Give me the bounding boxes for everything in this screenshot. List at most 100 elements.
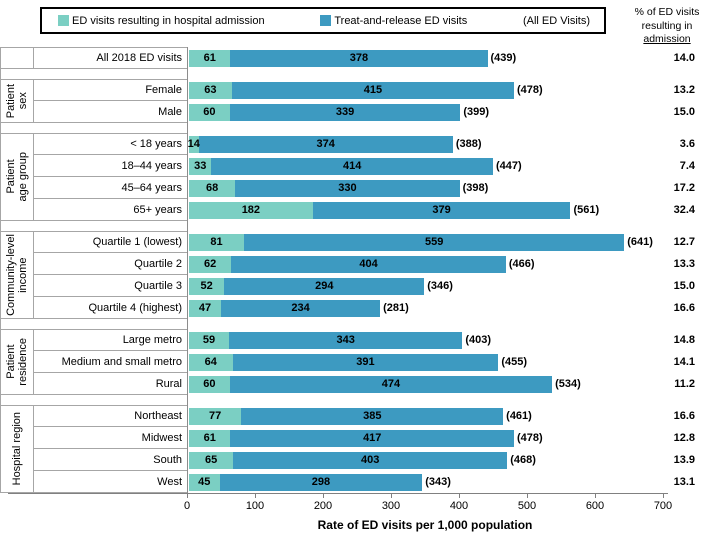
bar-treat-release-value: 378 xyxy=(349,52,369,64)
stacked-bar: 64 391 (455) xyxy=(187,351,663,373)
bar-treat-release-value: 403 xyxy=(361,454,380,466)
bar-treat-release-segment: 415 xyxy=(231,81,515,99)
treat-release-swatch-icon xyxy=(320,15,332,26)
category-label: Rural xyxy=(34,373,187,395)
bar-admission-segment: 63 xyxy=(189,81,232,99)
bar-treat-release-value: 391 xyxy=(356,356,375,368)
x-axis-line xyxy=(8,493,668,494)
bar-treat-release-segment: 339 xyxy=(229,103,461,121)
category-label: Male xyxy=(34,101,187,123)
legend-item-treat-release: Treat-and-release ED visits xyxy=(320,15,467,27)
bar-admission-value: 182 xyxy=(241,204,261,216)
pct-admission-value: 15.0 xyxy=(673,280,695,292)
bar-treat-release-value: 374 xyxy=(316,138,335,150)
bar-treat-release-segment: 474 xyxy=(229,375,553,393)
x-axis-tick xyxy=(663,494,664,498)
x-axis-tick-label: 300 xyxy=(381,500,401,512)
bar-total-label: (478) xyxy=(517,432,543,444)
bar-row: All 2018 ED visits 61 378 (439) 14.0 xyxy=(34,47,721,69)
bar-admission-value: 68 xyxy=(205,182,219,194)
bar-treat-release-segment: 404 xyxy=(231,255,506,273)
group-separator-label-area xyxy=(0,319,187,329)
bar-treat-release-value: 294 xyxy=(315,280,334,292)
stacked-bar: 81 559 (641) xyxy=(187,231,663,253)
pct-admission-value: 13.9 xyxy=(673,454,695,466)
bar-row: Quartile 2 62 404 (466) 13.3 xyxy=(34,253,721,275)
stacked-bar: 65 403 (468) xyxy=(187,449,663,471)
bar-admission-value: 61 xyxy=(203,52,216,64)
pct-admission-value: 12.8 xyxy=(673,432,695,444)
bar-admission-segment: 64 xyxy=(189,353,233,371)
pct-header-line3: admission xyxy=(643,33,691,45)
bar-total-label: (399) xyxy=(463,106,489,118)
pct-admission-value: 13.1 xyxy=(673,476,695,488)
bar-treat-release-segment: 343 xyxy=(229,331,463,349)
stacked-bar: 52 294 (346) xyxy=(187,275,663,297)
bar-admission-value: 62 xyxy=(203,258,217,270)
bar-treat-release-value: 234 xyxy=(291,302,310,314)
pct-admission-value: 7.4 xyxy=(679,160,695,172)
pct-admission-value: 16.6 xyxy=(673,302,695,314)
bar-treat-release-value: 559 xyxy=(424,236,444,248)
x-axis-tick xyxy=(187,494,188,498)
group-rows: Quartile 1 (lowest) 81 559 (641) 12.7 Quartil… xyxy=(34,231,721,319)
pct-admission-value: 14.1 xyxy=(673,356,695,368)
category-group: Community-level income Quartile 1 (lowest… xyxy=(0,231,721,319)
bar-total-label: (343) xyxy=(425,476,451,488)
bar-total-label: (398) xyxy=(462,182,489,194)
x-axis-tick xyxy=(391,494,392,498)
bar-total-label: (447) xyxy=(495,160,522,172)
bar-treat-release-segment: 234 xyxy=(220,299,381,317)
category-group: Hospital region Northeast 77 385 (461) 16.6 Mi… xyxy=(0,405,721,493)
bar-total-label: (468) xyxy=(510,454,536,466)
category-label: Quartile 2 xyxy=(34,253,187,275)
group-label-cell: Community-level income xyxy=(0,231,34,319)
bar-treat-release-value: 414 xyxy=(343,160,362,172)
bar-row: 65+ years 182 379 (561) 32.4 xyxy=(34,199,721,221)
category-label: Medium and small metro xyxy=(34,351,187,373)
category-label: Midwest xyxy=(34,427,187,449)
bar-admission-value: 60 xyxy=(203,106,216,118)
bar-treat-release-segment: 330 xyxy=(235,179,460,197)
bar-treat-release-value: 404 xyxy=(359,258,378,270)
category-label: West xyxy=(34,471,187,493)
group-separator-label-area xyxy=(0,69,187,79)
x-axis-title: Rate of ED visits per 1,000 population xyxy=(317,518,533,532)
bar-treat-release-segment: 403 xyxy=(233,451,508,469)
group-rows: < 18 years 14 374 (388) 3.6 18–44 years 33 414 (… xyxy=(34,133,721,221)
pct-admission-value: 3.6 xyxy=(679,138,695,150)
group-label-cell: Patient residence xyxy=(0,329,34,395)
bar-admission-value: 33 xyxy=(194,160,207,172)
group-rows: Northeast 77 385 (461) 16.6 Midwest 61 417 (478)… xyxy=(34,405,721,493)
bar-admission-segment: 81 xyxy=(189,233,245,251)
bar-row: South 65 403 (468) 13.9 xyxy=(34,449,721,471)
bar-admission-value: 61 xyxy=(203,432,216,444)
stacked-bar: 182 379 (561) xyxy=(187,199,663,221)
pct-header-line2: resulting in xyxy=(641,19,693,32)
bar-treat-release-value: 379 xyxy=(432,204,451,216)
x-axis-tick xyxy=(527,494,528,498)
bar-total-label: (388) xyxy=(455,138,482,150)
bar-admission-segment: 52 xyxy=(189,277,225,295)
x-axis-tick xyxy=(255,494,256,498)
legend-item-admission: ED visits resulting in hospital admissio… xyxy=(58,15,265,27)
stacked-bar: 14 374 (388) xyxy=(187,133,663,155)
bar-treat-release-value: 474 xyxy=(381,378,401,390)
group-rows: Female 63 415 (478) 13.2 Male 60 339 (399) 15.0 xyxy=(34,79,721,123)
bar-treat-release-segment: 374 xyxy=(198,135,453,153)
stacked-bar: 61 378 (439) xyxy=(187,47,663,69)
pct-admission-value: 13.3 xyxy=(673,258,695,270)
group-label-cell: Hospital region xyxy=(0,405,34,493)
bar-treat-release-segment: 298 xyxy=(219,473,423,491)
group-label: Patient residence xyxy=(5,338,29,386)
bar-admission-value: 65 xyxy=(204,454,218,466)
bar-treat-release-value: 298 xyxy=(311,476,331,488)
bar-row: Large metro 59 343 (403) 14.8 xyxy=(34,329,721,351)
category-group: Patient sex Female 63 415 (478) 13.2 Male 60 339… xyxy=(0,79,721,123)
bar-treat-release-segment: 294 xyxy=(224,277,425,295)
bar-row: Midwest 61 417 (478) 12.8 xyxy=(34,427,721,449)
bar-total-label: (403) xyxy=(465,334,492,346)
bar-admission-value: 47 xyxy=(198,302,212,314)
group-separator-label-area xyxy=(0,123,187,133)
